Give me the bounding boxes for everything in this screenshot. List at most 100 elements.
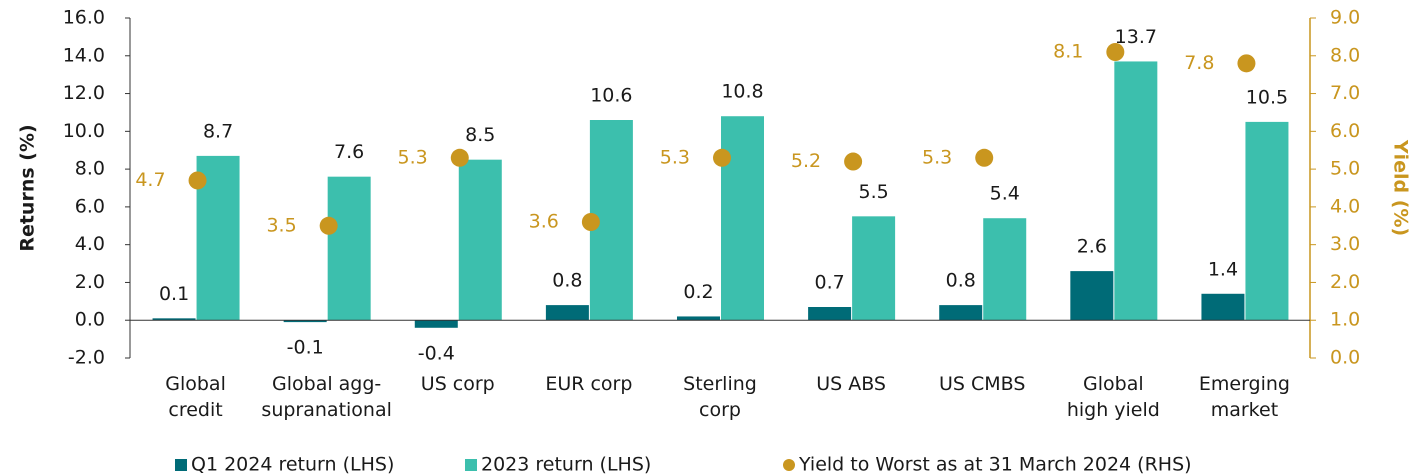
bar <box>983 218 1027 321</box>
bar <box>545 305 589 321</box>
legend-label: Q1 2024 return (LHS) <box>191 454 394 476</box>
bar <box>283 320 327 323</box>
legend-label: 2023 return (LHS) <box>481 454 651 476</box>
bar-label: 5.4 <box>990 183 1020 205</box>
x-tick-label: Emerging market <box>1199 373 1290 421</box>
bar-label: 10.5 <box>1246 86 1288 108</box>
x-tick-label: Global credit <box>165 373 226 421</box>
bar-label: 0.8 <box>946 270 976 292</box>
y-tick-label: 0.0 <box>75 309 105 331</box>
bar <box>808 307 852 321</box>
y-tick-label: 12.0 <box>63 82 105 104</box>
y2-axis-title: Yield (%) <box>1390 139 1412 236</box>
bar-label: 0.8 <box>552 270 582 292</box>
bar-label: 0.7 <box>815 272 845 294</box>
y-tick-label: 2.0 <box>75 271 105 293</box>
y-tick-label: 4.0 <box>75 233 105 255</box>
yield-dot <box>581 213 600 231</box>
bar <box>1114 61 1158 321</box>
bar <box>458 159 502 321</box>
bar <box>1245 121 1289 321</box>
x-tick-label-line: market <box>1211 399 1278 421</box>
x-tick-label-line: US CMBS <box>939 373 1025 395</box>
bar <box>1070 271 1114 321</box>
y-tick-label: 16.0 <box>63 7 105 29</box>
y2-tick-label: 1.0 <box>1330 309 1360 331</box>
y2-tick-label: 5.0 <box>1330 158 1360 180</box>
bar-label: 0.2 <box>683 281 713 303</box>
yield-label: 3.6 <box>529 211 559 233</box>
yield-label: 4.7 <box>135 169 165 191</box>
bar-label: 10.8 <box>721 81 763 103</box>
yield-dot <box>1237 54 1256 73</box>
bar <box>677 316 720 321</box>
x-tick-label-line: credit <box>168 399 222 421</box>
x-tick-label: Sterling corp <box>683 373 757 421</box>
bar <box>327 176 371 321</box>
yield-label: 7.8 <box>1184 52 1214 74</box>
y2-tick-label: 8.0 <box>1330 44 1360 66</box>
bar-label: 13.7 <box>1115 26 1157 48</box>
yield-dot <box>844 152 863 171</box>
x-tick-label-line: EUR corp <box>545 373 632 395</box>
legend-marker <box>465 459 477 471</box>
y2-tick-label: 6.0 <box>1330 120 1360 142</box>
bar-label: 7.6 <box>334 141 364 163</box>
y2-tick-label: 7.0 <box>1330 82 1360 104</box>
x-tick-label-line: Global agg- <box>272 373 381 395</box>
x-tick-label-line: Global <box>1083 373 1144 395</box>
bar-label: -0.4 <box>418 342 455 364</box>
yield-dot <box>450 148 469 167</box>
yield-label: 3.5 <box>266 214 296 236</box>
yield-label: 5.3 <box>660 146 690 168</box>
x-tick-label: EUR corp <box>545 373 632 395</box>
bar <box>721 116 764 321</box>
bar-label: 1.4 <box>1208 258 1238 280</box>
bar-label: 8.7 <box>203 120 233 142</box>
bar-label: -0.1 <box>287 337 324 359</box>
yield-dot <box>975 148 994 167</box>
x-tick-label: US corp <box>421 373 495 395</box>
yield-dot <box>1106 43 1125 61</box>
x-tick-label: Global high yield <box>1067 373 1160 421</box>
legend-marker <box>783 459 795 471</box>
x-tick-label-line: Emerging <box>1199 373 1290 395</box>
y2-tick-label: 3.0 <box>1330 233 1360 255</box>
x-tick-label: US ABS <box>816 373 886 395</box>
bar-label: 0.1 <box>159 283 189 305</box>
yield-label: 5.2 <box>791 150 821 172</box>
x-tick-label-line: high yield <box>1067 399 1160 421</box>
bar <box>414 320 458 328</box>
y-tick-label: 6.0 <box>75 195 105 217</box>
bar <box>152 318 196 321</box>
legend-label: Yield to Worst as at 31 March 2024 (RHS) <box>798 454 1192 476</box>
bar-label: 5.5 <box>859 181 889 203</box>
y-tick-label: 10.0 <box>63 120 105 142</box>
y-tick-label: -2.0 <box>68 347 105 369</box>
yield-label: 5.3 <box>922 146 952 168</box>
yield-dot <box>713 148 731 167</box>
yield-dot <box>188 171 207 190</box>
yield-label: 5.3 <box>398 146 428 168</box>
x-tick-label: US CMBS <box>939 373 1025 395</box>
x-tick-label-line: Global <box>165 373 226 395</box>
y2-tick-label: 2.0 <box>1330 271 1360 293</box>
x-tick-label-line: Sterling <box>683 373 757 395</box>
y2-tick-label: 0.0 <box>1330 347 1360 369</box>
bar-label: 2.6 <box>1077 236 1107 258</box>
yield-label: 8.1 <box>1053 41 1083 63</box>
y2-tick-label: 4.0 <box>1330 195 1360 217</box>
x-tick-label-line: supranational <box>261 399 391 421</box>
bar <box>939 305 983 321</box>
y2-tick-label: 9.0 <box>1330 7 1360 29</box>
y-tick-label: 8.0 <box>75 158 105 180</box>
x-tick-label: Global agg-supranational <box>261 373 391 421</box>
x-tick-label-line: corp <box>699 399 741 421</box>
x-tick-label-line: US ABS <box>816 373 886 395</box>
legend-marker <box>175 459 187 471</box>
y-axis-title: Returns (%) <box>17 124 39 251</box>
bar-label: 10.6 <box>590 85 632 107</box>
bar <box>852 216 896 321</box>
bar-label: 8.5 <box>465 124 495 146</box>
